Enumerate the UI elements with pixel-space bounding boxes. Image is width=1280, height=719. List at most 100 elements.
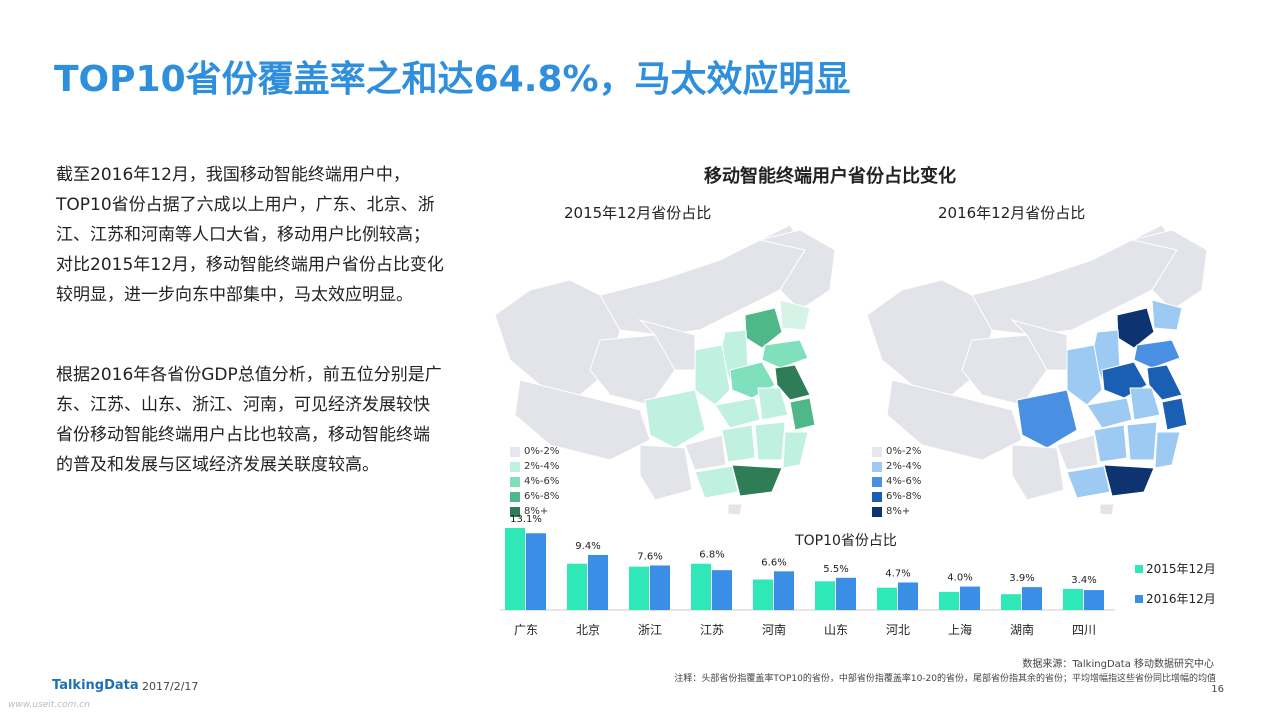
legend-swatch xyxy=(1135,565,1143,573)
category-label: 江苏 xyxy=(700,623,724,637)
bar-2016 xyxy=(650,565,670,610)
legend-label: 2016年12月 xyxy=(1146,592,1216,606)
map-legend-item: 0%-2% xyxy=(872,444,921,459)
map-2015-title: 2015年12月省份占比 xyxy=(564,204,712,222)
map-region-beijing-hebei xyxy=(744,307,783,349)
map-region-jiangxi xyxy=(1126,421,1158,461)
map-region-jiangxi xyxy=(754,421,786,461)
map-region-sichuan xyxy=(644,389,706,449)
legend-swatch xyxy=(510,476,520,487)
china-map-2015 xyxy=(494,224,836,516)
legend-label: 8%+ xyxy=(886,506,911,517)
category-label: 北京 xyxy=(576,623,600,637)
category-label: 上海 xyxy=(948,622,972,637)
watermark: www.useit.com.cn xyxy=(8,700,90,710)
legend-swatch xyxy=(510,491,520,502)
map-legend-item: 4%-6% xyxy=(510,474,559,489)
brand-logo: TalkingData xyxy=(52,678,139,693)
legend-swatch xyxy=(510,446,520,457)
data-label: 3.4% xyxy=(1071,575,1096,586)
bar-2015 xyxy=(753,579,773,610)
bar-2015 xyxy=(877,587,897,610)
legend-swatch xyxy=(872,446,882,457)
bar-2015 xyxy=(815,581,835,610)
map-region-shandong xyxy=(1133,339,1181,369)
data-label: 13.1% xyxy=(510,514,542,525)
map-legend-2016: 0%-2% 2%-4% 4%-6% 6%-8% 8%+ xyxy=(872,444,921,519)
map-region-hunan xyxy=(1093,424,1128,463)
map-region-shaanxi xyxy=(694,344,731,406)
bar-2016 xyxy=(588,554,608,610)
data-label: 7.6% xyxy=(637,551,662,562)
bar-2015 xyxy=(629,566,649,610)
map-region-guangxi xyxy=(1066,465,1111,499)
legend-swatch xyxy=(872,506,882,517)
map-legend-item: 6%-8% xyxy=(872,489,921,504)
map-region-anhui xyxy=(1129,387,1161,421)
category-label: 四川 xyxy=(1072,623,1096,637)
data-source: 数据来源：TalkingData 移动数据研究中心 xyxy=(1022,659,1214,670)
bar-2015 xyxy=(939,591,959,610)
legend-label: 6%-8% xyxy=(886,491,922,502)
top10-bar-chart: TOP10省份占比 13.1% 广东 9.4% 北京 7.6% 浙江 6.8% 江苏 6.6% 河… xyxy=(500,514,1216,637)
legend-label: 2%-4% xyxy=(886,461,922,472)
map-region-liaoning xyxy=(1151,299,1183,331)
map-region-hubei xyxy=(1086,397,1133,429)
map-region-northeast xyxy=(1131,229,1208,311)
map-region-anhui xyxy=(757,387,789,421)
bar-2015 xyxy=(505,528,525,610)
map-region-northeast xyxy=(759,229,836,311)
legend-label: 0%-2% xyxy=(524,446,560,457)
map-region-guangdong xyxy=(1103,464,1155,497)
category-label: 湖南 xyxy=(1010,622,1034,637)
data-label: 9.4% xyxy=(575,541,600,552)
map-region-shaanxi xyxy=(1066,344,1103,406)
map-region-yunnan xyxy=(639,444,693,501)
bar-2015 xyxy=(691,563,711,610)
legend-label: 0%-2% xyxy=(886,446,922,457)
data-label: 6.6% xyxy=(761,557,786,568)
maps-title: 移动智能终端用户省份占比变化 xyxy=(704,166,956,187)
category-label: 河南 xyxy=(762,622,786,637)
data-label: 4.7% xyxy=(885,568,910,579)
map-region-tibet xyxy=(514,379,651,461)
page-number: 16 xyxy=(1211,684,1224,695)
map-region-guizhou xyxy=(1056,434,1099,471)
footer-date: 2017/2/17 xyxy=(142,680,199,693)
category-label: 广东 xyxy=(514,623,538,637)
map-region-sichuan xyxy=(1016,389,1078,449)
china-map-2016 xyxy=(866,224,1208,516)
legend-label: 4%-6% xyxy=(524,476,560,487)
legend-swatch xyxy=(510,506,520,517)
bar-2016 xyxy=(898,582,918,610)
page-title: TOP10省份覆盖率之和达64.8%，马太效应明显 xyxy=(54,59,851,100)
bar-2016 xyxy=(1022,587,1042,610)
chart-title: TOP10省份占比 xyxy=(794,533,897,549)
bar-2015 xyxy=(1001,594,1021,610)
map-region-jiangsu xyxy=(774,364,811,401)
legend-swatch xyxy=(872,461,882,472)
legend-swatch xyxy=(872,476,882,487)
map-region-hubei xyxy=(714,397,761,429)
data-label: 5.5% xyxy=(823,564,848,575)
bar-2016 xyxy=(836,577,856,610)
map-region-zhejiang xyxy=(1161,397,1188,431)
map-region-zhejiang xyxy=(789,397,816,431)
bar-2016 xyxy=(712,570,732,610)
category-label: 河北 xyxy=(886,623,910,637)
legend-label: 6%-8% xyxy=(524,491,560,502)
category-label: 浙江 xyxy=(638,623,662,637)
map-region-guizhou xyxy=(684,434,727,471)
map-region-gansu xyxy=(638,319,696,371)
map-region-hainan xyxy=(1099,503,1115,516)
data-label: 4.0% xyxy=(947,573,972,584)
map-region-gansu xyxy=(1010,319,1068,371)
data-label: 3.9% xyxy=(1009,573,1034,584)
bar-2016 xyxy=(960,586,980,610)
map-region-tibet xyxy=(886,379,1023,461)
bar-2015 xyxy=(567,563,587,610)
legend-swatch xyxy=(1135,595,1143,603)
map-region-shandong xyxy=(761,339,809,369)
bar-2016 xyxy=(774,571,794,610)
paragraph-2: 根据2016年各省份GDP总值分析，前五位分别是广东、江苏、山东、浙江、河南，可… xyxy=(56,365,442,475)
